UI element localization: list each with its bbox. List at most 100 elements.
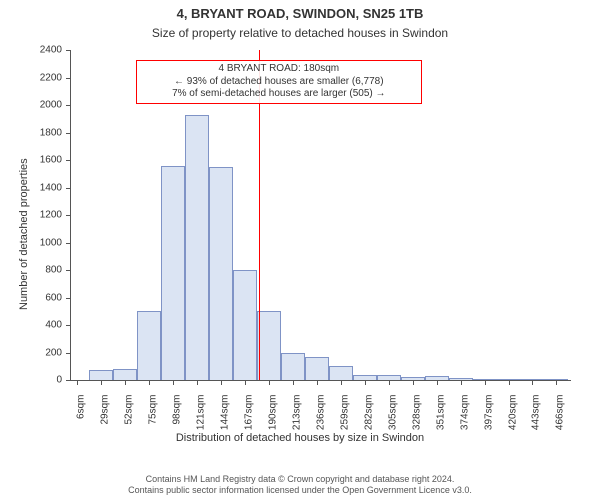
- x-tick-label: 52sqm: [124, 395, 135, 425]
- y-tick-label: 1400: [22, 182, 62, 193]
- histogram-bar: [544, 379, 568, 380]
- histogram-bar: [520, 379, 544, 380]
- x-tick-label: 466sqm: [555, 395, 566, 431]
- x-tick-label: 420sqm: [507, 395, 518, 431]
- annotation-line: ← 93% of detached houses are smaller (6,…: [141, 76, 417, 89]
- y-tick: [66, 160, 71, 161]
- histogram-bar: [113, 369, 137, 380]
- footer-line-2: Contains public sector information licen…: [0, 485, 600, 496]
- plot-area: 0200400600800100012001400160018002000220…: [70, 50, 571, 381]
- x-tick: [461, 380, 462, 385]
- x-tick-label: 144sqm: [220, 395, 231, 431]
- page-title: 4, BRYANT ROAD, SWINDON, SN25 1TB: [0, 6, 600, 21]
- x-tick: [341, 380, 342, 385]
- x-tick: [365, 380, 366, 385]
- histogram-bar: [161, 166, 185, 381]
- y-tick-label: 0: [22, 375, 62, 386]
- y-tick: [66, 188, 71, 189]
- y-tick: [66, 380, 71, 381]
- y-tick-label: 400: [22, 320, 62, 331]
- x-tick-label: 397sqm: [483, 395, 494, 431]
- footer-line-1: Contains HM Land Registry data © Crown c…: [0, 474, 600, 485]
- x-tick: [197, 380, 198, 385]
- x-tick-label: 282sqm: [363, 395, 374, 431]
- x-tick: [556, 380, 557, 385]
- x-tick-label: 75sqm: [148, 395, 159, 425]
- x-tick: [269, 380, 270, 385]
- y-tick-label: 1600: [22, 155, 62, 166]
- histogram-bar: [89, 370, 113, 380]
- y-tick: [66, 215, 71, 216]
- histogram-bar: [353, 375, 377, 381]
- histogram-bar: [377, 375, 401, 381]
- y-tick: [66, 50, 71, 51]
- y-tick: [66, 353, 71, 354]
- x-tick: [317, 380, 318, 385]
- y-tick-label: 2200: [22, 72, 62, 83]
- x-tick: [173, 380, 174, 385]
- histogram-bar: [137, 311, 161, 380]
- histogram-bar: [329, 366, 353, 380]
- y-tick: [66, 105, 71, 106]
- y-tick: [66, 133, 71, 134]
- x-tick-label: 443sqm: [531, 395, 542, 431]
- x-tick-label: 29sqm: [100, 395, 111, 425]
- y-tick-label: 800: [22, 265, 62, 276]
- x-tick: [509, 380, 510, 385]
- y-tick: [66, 298, 71, 299]
- x-tick: [532, 380, 533, 385]
- x-tick: [77, 380, 78, 385]
- x-tick-label: 305sqm: [387, 395, 398, 431]
- x-tick: [245, 380, 246, 385]
- x-tick-label: 351sqm: [435, 395, 446, 431]
- annotation-box: 4 BRYANT ROAD: 180sqm← 93% of detached h…: [136, 60, 422, 104]
- x-tick-label: 236sqm: [315, 395, 326, 431]
- x-tick-label: 190sqm: [267, 395, 278, 431]
- x-tick: [221, 380, 222, 385]
- histogram-bar: [281, 353, 305, 381]
- annotation-line: 4 BRYANT ROAD: 180sqm: [141, 63, 417, 76]
- y-tick: [66, 243, 71, 244]
- x-tick-label: 328sqm: [411, 395, 422, 431]
- x-tick-label: 6sqm: [76, 395, 87, 419]
- y-tick: [66, 325, 71, 326]
- histogram-bar: [401, 377, 425, 380]
- x-tick: [125, 380, 126, 385]
- x-tick: [293, 380, 294, 385]
- x-tick-label: 98sqm: [172, 395, 183, 425]
- x-axis-title: Distribution of detached houses by size …: [0, 432, 600, 444]
- histogram-bar: [233, 270, 257, 380]
- histogram-bar: [257, 311, 281, 380]
- y-tick-label: 200: [22, 347, 62, 358]
- x-tick: [413, 380, 414, 385]
- y-tick: [66, 270, 71, 271]
- x-tick-label: 259sqm: [339, 395, 350, 431]
- histogram-bar: [185, 115, 209, 380]
- x-tick-label: 167sqm: [243, 395, 254, 431]
- histogram-bar: [449, 378, 473, 380]
- x-tick-label: 374sqm: [459, 395, 470, 431]
- histogram-bar: [473, 379, 497, 380]
- histogram-bar: [209, 167, 233, 380]
- x-tick-label: 213sqm: [291, 395, 302, 431]
- y-tick: [66, 78, 71, 79]
- x-tick: [437, 380, 438, 385]
- y-tick-label: 2400: [22, 45, 62, 56]
- x-tick: [149, 380, 150, 385]
- x-tick: [485, 380, 486, 385]
- y-tick-label: 2000: [22, 100, 62, 111]
- page-subtitle: Size of property relative to detached ho…: [0, 26, 600, 40]
- y-tick-label: 600: [22, 292, 62, 303]
- y-tick-label: 1000: [22, 237, 62, 248]
- annotation-line: 7% of semi-detached houses are larger (5…: [141, 88, 417, 101]
- y-tick-label: 1800: [22, 127, 62, 138]
- x-tick: [389, 380, 390, 385]
- y-tick-label: 1200: [22, 210, 62, 221]
- chart-container: 4, BRYANT ROAD, SWINDON, SN25 1TB Size o…: [0, 0, 600, 500]
- x-tick-label: 121sqm: [196, 395, 207, 431]
- histogram-bar: [305, 357, 329, 380]
- x-tick: [101, 380, 102, 385]
- histogram-bar: [497, 379, 521, 380]
- histogram-bar: [425, 376, 449, 380]
- footer: Contains HM Land Registry data © Crown c…: [0, 474, 600, 497]
